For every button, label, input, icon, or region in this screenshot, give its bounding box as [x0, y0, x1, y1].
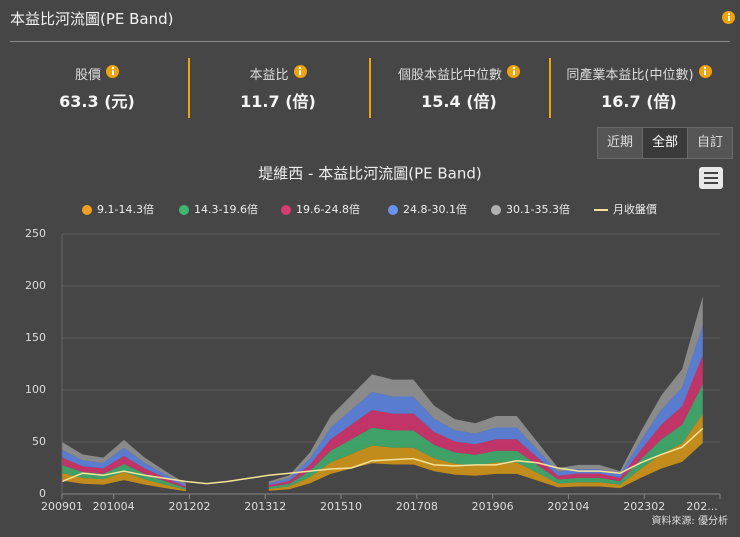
range-button[interactable]: 全部 [642, 127, 688, 159]
stat-value: 15.4 (倍) [421, 92, 497, 111]
info-icon[interactable] [698, 65, 712, 78]
y-tick-label: 150 [25, 331, 46, 344]
x-tick-label: 200901 [41, 500, 83, 513]
legend-label: 24.8-30.1倍 [403, 202, 467, 216]
x-tick-label: 202... [686, 500, 718, 513]
range-button[interactable]: 自訂 [687, 127, 733, 159]
legend-label: 9.1-14.3倍 [97, 202, 154, 216]
x-tick-label: 201202 [168, 500, 210, 513]
legend-item[interactable]: 24.8-30.1倍 [388, 202, 467, 216]
x-tick-label: 201510 [320, 500, 362, 513]
separator [369, 58, 371, 118]
price-line [61, 427, 704, 485]
legend-label: 14.3-19.6倍 [194, 202, 258, 216]
info-icon[interactable] [293, 65, 307, 78]
info-icon[interactable] [106, 65, 119, 78]
stat-label: 股價 [7, 64, 187, 83]
x-tick-label: 201004 [93, 500, 135, 513]
separator [188, 58, 190, 118]
legend-item[interactable]: 9.1-14.3倍 [82, 202, 154, 216]
legend-label: 30.1-35.3倍 [506, 202, 570, 216]
pe-band [62, 463, 187, 490]
pe-band [62, 456, 187, 489]
pe-band [62, 472, 187, 492]
stat-label: 同產業本益比(中位數) [549, 64, 729, 83]
credit: 資料來源: 優分析 [651, 514, 728, 527]
info-icon[interactable] [722, 11, 735, 24]
chart-title: 堤維西 - 本益比河流圖(PE Band) [258, 165, 481, 183]
stat-label: 本益比 [188, 64, 368, 83]
y-tick-label: 50 [32, 435, 46, 448]
legend-item[interactable]: 月收盤價 [594, 202, 657, 216]
x-tick-label: 202104 [547, 500, 589, 513]
pe-band [62, 447, 187, 487]
stat-value: 63.3 (元) [59, 92, 135, 111]
y-tick-label: 0 [39, 487, 46, 500]
info-icon[interactable] [507, 65, 520, 78]
legend-swatch [388, 205, 398, 215]
x-tick-label: 202302 [623, 500, 665, 513]
legend-item[interactable]: 19.6-24.8倍 [281, 202, 360, 216]
y-tick-label: 100 [25, 383, 46, 396]
legend-item[interactable]: 14.3-19.6倍 [179, 202, 258, 216]
legend-label: 月收盤價 [613, 202, 657, 216]
stat-value: 11.7 (倍) [240, 92, 316, 111]
legend-swatch [179, 205, 189, 215]
divider [10, 41, 730, 42]
y-tick-label: 250 [25, 227, 46, 240]
legend-swatch [491, 205, 501, 215]
y-tick-label: 200 [25, 279, 46, 292]
stat-value: 16.7 (倍) [601, 92, 677, 111]
x-tick-label: 201312 [244, 500, 286, 513]
range-button[interactable]: 近期 [597, 127, 643, 159]
stat-label: 個股本益比中位數 [369, 64, 549, 83]
legend-item[interactable]: 30.1-35.3倍 [491, 202, 570, 216]
legend-swatch [281, 205, 291, 215]
header-title: 本益比河流圖(PE Band) [10, 8, 735, 29]
pe-band [268, 413, 703, 491]
plot-area [61, 233, 720, 495]
x-tick-label: 201708 [396, 500, 438, 513]
menu-button[interactable] [699, 167, 723, 189]
x-tick-label: 201906 [472, 500, 514, 513]
legend-swatch [82, 205, 92, 215]
legend-label: 19.6-24.8倍 [296, 202, 360, 216]
separator [549, 58, 551, 118]
